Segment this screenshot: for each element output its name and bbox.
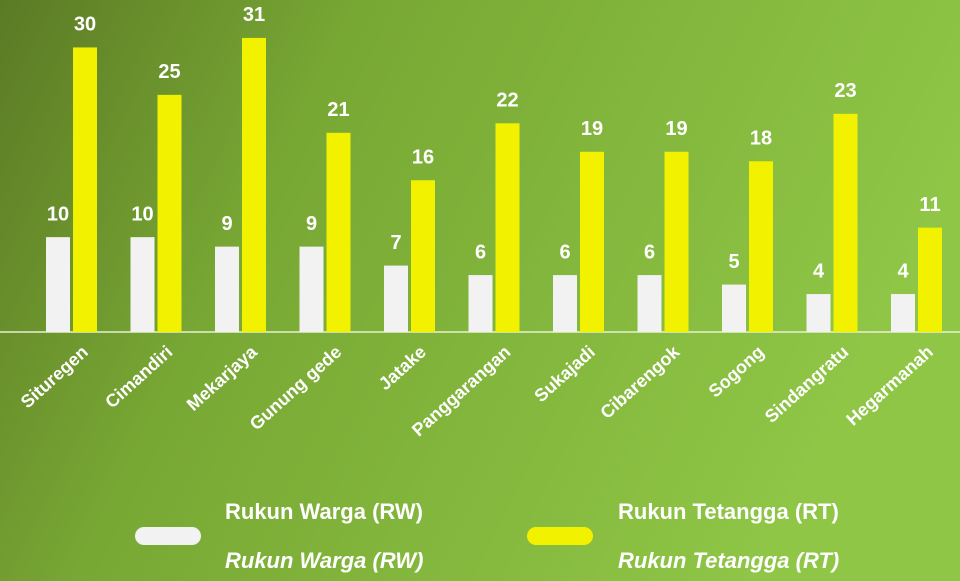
value-label: 10 [47, 203, 69, 225]
bar [580, 151, 604, 332]
value-label: 21 [327, 99, 349, 121]
value-label: 5 [728, 251, 739, 273]
value-label: 11 [919, 194, 940, 216]
value-label: 4 [813, 260, 825, 282]
bar [215, 246, 239, 332]
bar [637, 275, 662, 332]
bar [495, 123, 520, 332]
bar [722, 284, 746, 332]
value-label: 6 [644, 241, 655, 263]
value-label: 30 [74, 14, 96, 36]
legend-translation: Rukun Tetangga (RT) [618, 548, 839, 573]
legend-translation: Rukun Warga (RW) [225, 548, 423, 573]
value-label: 22 [496, 90, 518, 112]
value-label: 10 [131, 203, 153, 225]
value-label: 4 [897, 260, 909, 282]
bar [326, 132, 351, 332]
bar [411, 180, 435, 332]
bar [130, 237, 155, 332]
value-label: 9 [306, 213, 317, 235]
value-label: 7 [390, 232, 401, 254]
bar [553, 275, 577, 332]
bar [73, 47, 97, 333]
value-label: 6 [475, 241, 486, 263]
value-label: 19 [665, 118, 687, 140]
bar [46, 237, 70, 332]
legend-label: Rukun Warga (RW) [225, 499, 423, 524]
value-label: 19 [581, 118, 603, 140]
bar [299, 246, 324, 332]
bar [806, 294, 831, 332]
legend-swatch [527, 527, 593, 545]
bar [891, 294, 915, 332]
bar [664, 151, 689, 332]
value-label: 16 [412, 147, 434, 169]
bar [384, 265, 408, 332]
value-label: 23 [834, 80, 856, 102]
bar [242, 37, 266, 332]
value-label: 9 [221, 213, 232, 235]
bar [918, 227, 942, 332]
legend-label: Rukun Tetangga (RT) [618, 499, 839, 524]
legend-swatch [135, 527, 201, 545]
bar [157, 94, 182, 332]
bar [749, 161, 773, 332]
value-label: 25 [158, 61, 180, 83]
bar [833, 113, 858, 332]
value-label: 6 [559, 241, 570, 263]
bar [468, 275, 493, 332]
value-label: 18 [750, 128, 772, 150]
value-label: 31 [243, 4, 265, 26]
